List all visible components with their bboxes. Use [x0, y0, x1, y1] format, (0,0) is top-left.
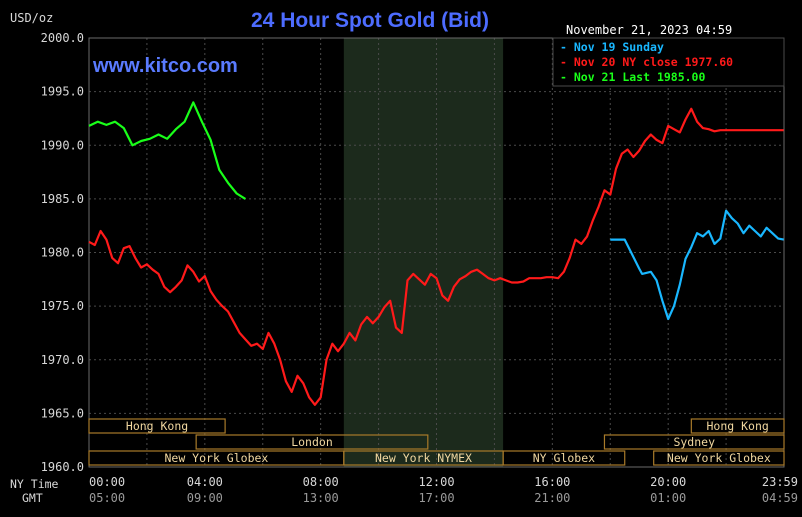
x-tick-label-gmt: 21:00 — [534, 491, 570, 505]
x-tick-label-gmt: 01:00 — [650, 491, 686, 505]
legend-item-nov19: - Nov 19 Sunday — [560, 40, 664, 54]
price-series — [88, 101, 784, 406]
legend: - Nov 19 Sunday - Nov 20 NY close 1977.6… — [552, 37, 785, 87]
series-line-nov20 — [88, 107, 784, 406]
y-tick-label: 2000.0 — [41, 31, 84, 45]
y-tick-label: 1980.0 — [41, 246, 84, 260]
y-tick-label: 1995.0 — [41, 85, 84, 99]
session-band — [690, 418, 785, 434]
session-label: New York NYMEX — [375, 451, 472, 465]
timestamp: November 21, 2023 04:59 — [566, 23, 732, 37]
session-label: NY Globex — [533, 451, 595, 465]
legend-item-nov21: - Nov 21 Last 1985.00 — [560, 70, 705, 84]
x-tick-label-ny: 16:00 — [534, 475, 570, 489]
y-tick-label: 1990.0 — [41, 138, 84, 152]
y-tick-label: 1960.0 — [41, 460, 84, 474]
gmt-label: GMT — [22, 491, 43, 505]
session-band — [603, 434, 785, 450]
session-band — [653, 450, 785, 466]
y-tick-label: 1965.0 — [41, 406, 84, 420]
plot-frame — [88, 37, 785, 468]
watermark-url: www.kitco.com — [92, 55, 238, 77]
session-band — [88, 418, 226, 434]
y-axis-ticks: 2000.0 1995.0 1990.0 1985.0 1980.0 1975.0 1970… — [41, 31, 84, 474]
y-unit-label: USD/oz — [10, 11, 53, 25]
x-tick-label-gmt: 04:59 — [762, 491, 798, 505]
session-label: New York Globex — [164, 451, 268, 465]
x-tick-label-ny: 04:00 — [187, 475, 223, 489]
session-label: New York Globex — [667, 451, 771, 465]
x-tick-label-gmt: 05:00 — [89, 491, 125, 505]
grid — [88, 37, 785, 468]
x-tick-label-ny: 20:00 — [650, 475, 686, 489]
x-tick-label-gmt: 17:00 — [418, 491, 454, 505]
series-line-nov19 — [610, 209, 784, 321]
y-tick-label: 1970.0 — [41, 353, 84, 367]
x-tick-label-gmt: 09:00 — [187, 491, 223, 505]
x-tick-label-ny: 08:00 — [303, 475, 339, 489]
legend-box — [552, 37, 785, 87]
session-bands: Hong Kong Hong Kong London Sydney New York G… — [88, 418, 785, 466]
ny-time-label: NY Time — [10, 477, 59, 491]
session-band — [502, 450, 626, 466]
session-label: London — [291, 435, 333, 449]
chart-title: 24 Hour Spot Gold (Bid) — [251, 9, 489, 32]
x-tick-label-ny: 23:59 — [762, 475, 798, 489]
x-tick-label-ny: 12:00 — [418, 475, 454, 489]
y-tick-label: 1975.0 — [41, 299, 84, 313]
x-tick-label-ny: 00:00 — [89, 475, 125, 489]
session-label: Hong Kong — [126, 419, 188, 433]
legend-item-nov20: - Nov 20 NY close 1977.60 — [560, 55, 733, 69]
y-tick-label: 1985.0 — [41, 192, 84, 206]
x-axis-ticks: 00:00 04:00 08:00 12:00 16:00 20:00 23:59 05:00… — [89, 475, 798, 505]
x-tick-label-gmt: 13:00 — [303, 491, 339, 505]
session-band — [195, 434, 429, 450]
session-label: Sydney — [673, 435, 715, 449]
session-label: Hong Kong — [707, 419, 769, 433]
series-line-nov21 — [88, 101, 246, 200]
